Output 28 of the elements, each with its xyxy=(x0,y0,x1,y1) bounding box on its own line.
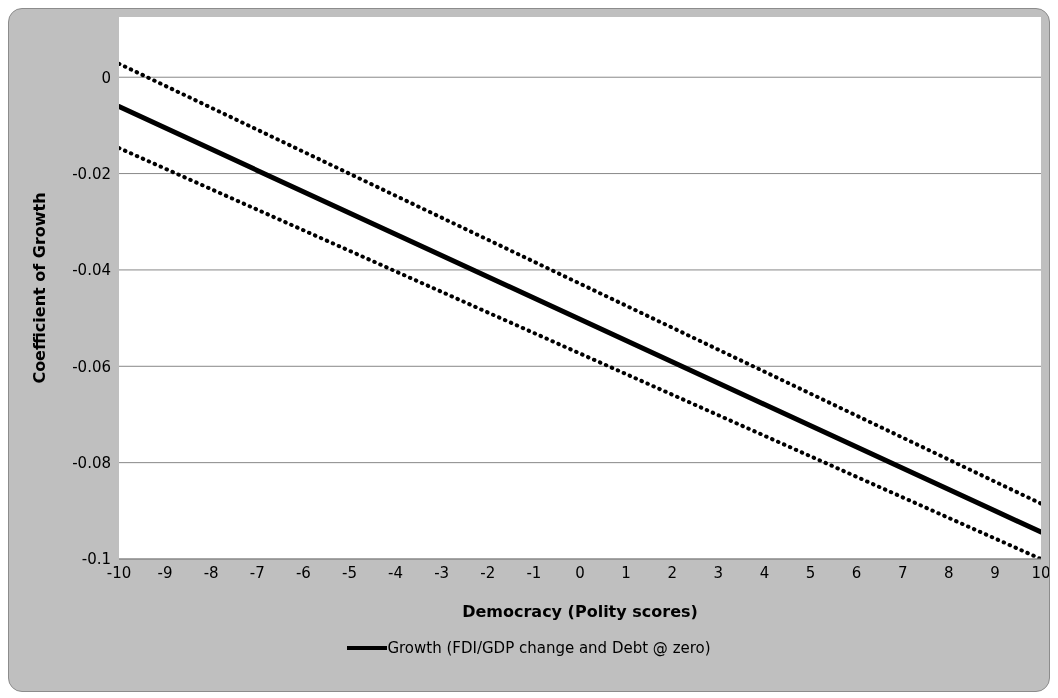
y-axis-title: Coefficient of Growth xyxy=(29,192,49,384)
x-tick-label: 6 xyxy=(851,563,862,582)
y-tick-label: -0.06 xyxy=(72,357,111,376)
x-tick-label: -1 xyxy=(526,563,542,582)
x-tick-label: 4 xyxy=(759,563,770,582)
x-tick-label: 2 xyxy=(667,563,677,582)
x-tick-label: -6 xyxy=(295,563,311,582)
x-tick-label: 3 xyxy=(713,563,724,582)
x-tick-label: 8 xyxy=(944,563,954,582)
x-tick-label: -3 xyxy=(434,563,450,582)
x-tick-label: -9 xyxy=(157,563,173,582)
y-tick-label: 0 xyxy=(101,68,111,87)
y-tick-label: -0.04 xyxy=(72,261,111,280)
x-tick-label: 1 xyxy=(621,563,631,582)
x-tick-label: 9 xyxy=(990,563,1000,582)
x-tick-label: -2 xyxy=(480,563,496,582)
x-tick-label: 5 xyxy=(805,563,816,582)
x-tick-label: -4 xyxy=(388,563,404,582)
y-tick-label: -0.02 xyxy=(72,164,111,183)
x-tick-label: -8 xyxy=(203,563,219,582)
y-tick-label: -0.08 xyxy=(72,453,111,472)
x-tick-label: 7 xyxy=(897,563,908,582)
x-tick-label: 10 xyxy=(1031,563,1051,582)
x-axis-title: Democracy (Polity scores) xyxy=(462,602,698,621)
x-tick-label: -5 xyxy=(342,563,357,582)
x-tick-label: 0 xyxy=(575,563,585,582)
x-tick-label: -7 xyxy=(249,563,265,582)
legend-label: Growth (FDI/GDP change and Debt @ zero) xyxy=(387,639,711,657)
